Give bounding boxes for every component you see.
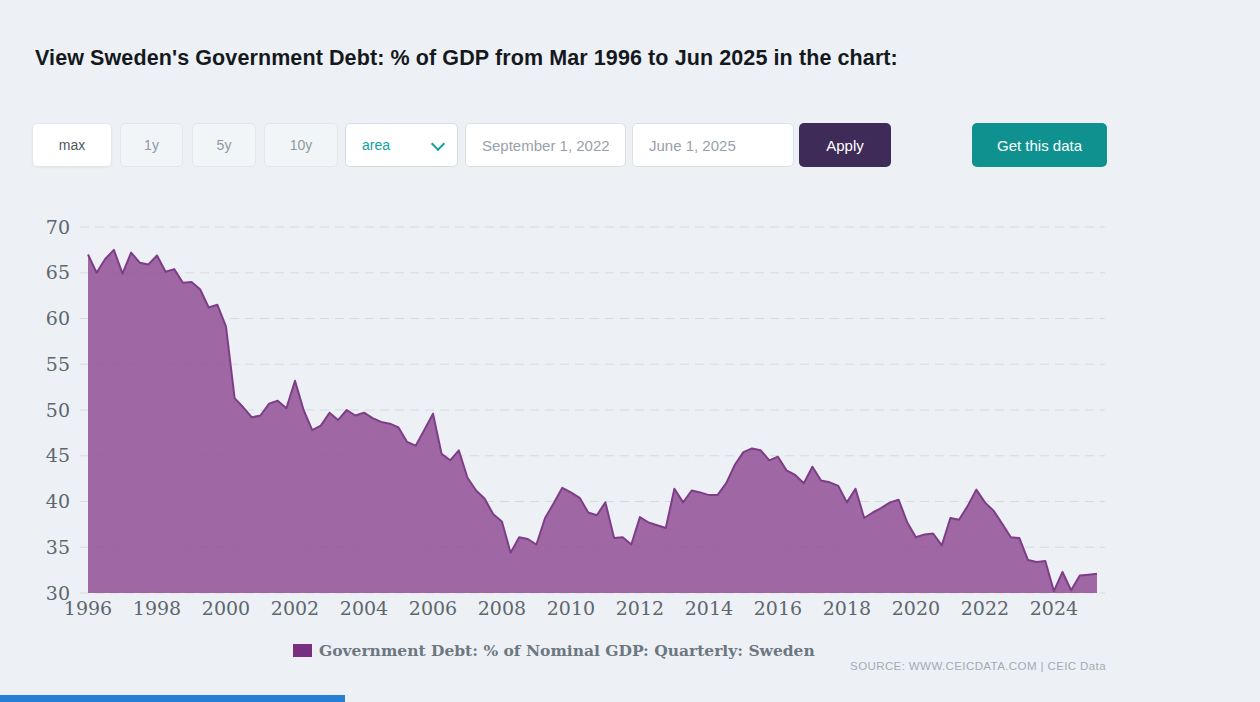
x-axis-label: 2008 [478,597,526,619]
page-title: View Sweden's Government Debt: % of GDP … [35,46,898,71]
range-button-max[interactable]: max [32,123,112,167]
x-axis-label: 2018 [823,597,871,619]
bottom-blue-bar [0,695,345,702]
apply-button[interactable]: Apply [799,123,891,167]
x-axis-label: 2002 [271,597,319,619]
legend-swatch-icon [293,644,312,657]
ceic-chart-page: View Sweden's Government Debt: % of GDP … [0,0,1260,702]
x-axis-label: 2024 [1030,597,1078,619]
x-axis-label: 2016 [754,597,802,619]
source-note: SOURCE: WWW.CEICDATA.COM | CEIC Data [850,660,1106,672]
x-axis-label: 1998 [133,597,181,619]
y-axis-label: 45 [46,444,70,466]
y-axis-label: 35 [46,536,70,558]
x-axis-label: 2014 [685,597,733,619]
chart-type-select-wrap: area [345,123,458,167]
x-axis-label: 2020 [892,597,940,619]
legend-label: Government Debt: % of Nominal GDP: Quart… [319,641,815,660]
x-axis-label: 2022 [961,597,1009,619]
date-to-input[interactable] [632,123,794,167]
y-axis-label: 65 [46,261,70,283]
y-axis-label: 50 [46,399,70,421]
x-axis-label: 1996 [64,597,112,619]
x-axis-label: 2000 [202,597,250,619]
x-axis-label: 2006 [409,597,457,619]
y-axis-label: 55 [46,353,70,375]
x-axis-label: 2010 [547,597,595,619]
x-axis-label: 2012 [616,597,664,619]
range-button-1y[interactable]: 1y [120,123,183,167]
y-axis-label: 40 [46,490,70,512]
y-axis-label: 60 [46,307,70,329]
area-fill [88,250,1097,593]
range-button-10y[interactable]: 10y [264,123,338,167]
chart-legend: Government Debt: % of Nominal GDP: Quart… [293,641,815,660]
y-axis-label: 70 [46,216,70,238]
chart-type-select[interactable]: area [345,123,458,167]
range-button-5y[interactable]: 5y [192,123,256,167]
date-from-input[interactable] [465,123,626,167]
debt-area-chart[interactable]: 7065605550454035301996199820002002200420… [0,210,1260,635]
x-axis-label: 2004 [340,597,388,619]
get-this-data-button[interactable]: Get this data [972,123,1107,167]
